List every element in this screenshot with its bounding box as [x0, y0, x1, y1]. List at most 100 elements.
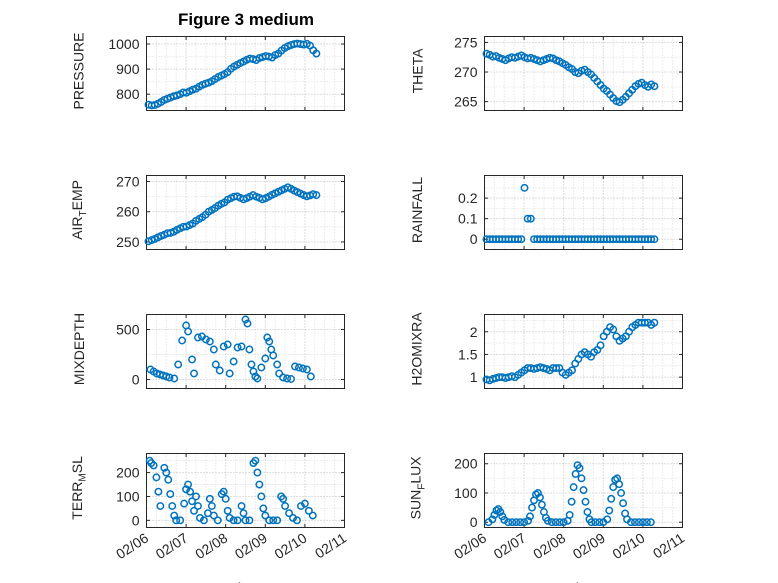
svg-text:02/08: 02/08 — [530, 529, 568, 562]
data-points — [144, 183, 321, 246]
y-tick-labels: 265 270 275 — [454, 34, 478, 109]
plots-column-left: PRESSURE 800 900 1000 AIRTEMP 250 260 270 MI… — [64, 32, 354, 583]
svg-text:2: 2 — [470, 324, 478, 340]
svg-text:02/07: 02/07 — [153, 529, 191, 562]
x-axis-label: Time — [567, 581, 600, 583]
y-axis-label-container: TERRMSL — [64, 451, 94, 525]
svg-text:0.1: 0.1 — [458, 211, 478, 227]
data-points — [145, 456, 317, 525]
y-axis-label-container: MIXDEPTH — [64, 312, 94, 386]
y-tick-labels: 0 100 200 — [454, 456, 478, 530]
svg-text:02/11: 02/11 — [312, 529, 349, 561]
data-points — [484, 461, 655, 527]
plots-grid: PRESSURE 800 900 1000 AIRTEMP 250 260 270 MI… — [64, 32, 690, 583]
svg-text:1.5: 1.5 — [458, 346, 478, 362]
axes-box — [484, 36, 683, 111]
plot-area: 800 900 1000 — [94, 34, 354, 121]
plot-canvas: 800 900 1000 — [108, 36, 345, 111]
svg-text:02/06: 02/06 — [113, 529, 151, 562]
y-axis-label-container: THETA — [402, 34, 432, 108]
data-points — [144, 39, 321, 110]
svg-text:100: 100 — [116, 488, 140, 504]
data-points — [482, 183, 659, 244]
svg-text:02/10: 02/10 — [609, 529, 647, 562]
y-tick-labels: 0 100 200 — [116, 465, 140, 529]
axes-box — [484, 314, 683, 389]
plot-area: 250 260 270 — [94, 173, 354, 260]
y-axis-label-container: AIRTEMP — [64, 173, 94, 247]
svg-text:275: 275 — [454, 34, 478, 50]
subplot-sun-flux: SUNFLUX 0 100 200 02/06 02/07 02/08 02/09 02/10… — [402, 451, 690, 583]
svg-text:02/08: 02/08 — [192, 529, 230, 562]
y-axis-label-container: SUNFLUX — [402, 451, 432, 525]
plot-area: 265 270 275 — [432, 34, 692, 121]
svg-text:800: 800 — [116, 86, 140, 102]
svg-text:270: 270 — [116, 174, 140, 190]
y-axis-label-container: RAINFALL — [402, 173, 432, 247]
svg-text:0.2: 0.2 — [458, 190, 478, 206]
svg-text:500: 500 — [116, 322, 140, 338]
y-tick-labels: 250 260 270 — [116, 174, 140, 250]
y-tick-labels: 800 900 1000 — [108, 36, 139, 102]
plot-canvas: 265 270 275 — [454, 34, 683, 111]
svg-text:200: 200 — [116, 465, 140, 481]
svg-text:900: 900 — [116, 61, 140, 77]
y-axis-label: TERRMSL — [69, 456, 89, 520]
axes-box — [484, 453, 683, 528]
svg-text:200: 200 — [454, 456, 478, 472]
subplot-h2omixra: H2OMIXRA 1 1.5 2 — [402, 312, 690, 399]
plot-canvas: 0 0.1 0.2 — [458, 175, 683, 250]
subplot-mixdepth: MIXDEPTH 0 500 — [64, 312, 352, 399]
minor-grid — [146, 36, 345, 111]
plot-area: 0 0.1 0.2 — [432, 173, 692, 260]
plot-canvas: 250 260 270 — [116, 174, 345, 250]
plot-canvas: 0 500 — [116, 314, 345, 389]
y-tick-labels: 0 0.1 0.2 — [458, 190, 478, 247]
svg-text:265: 265 — [454, 94, 478, 110]
svg-text:0: 0 — [132, 372, 140, 388]
y-axis-label: SUNFLUX — [407, 456, 427, 520]
data-points — [146, 315, 315, 383]
data-points — [482, 49, 659, 107]
svg-text:02/11: 02/11 — [650, 529, 687, 561]
svg-text:1: 1 — [470, 369, 478, 385]
data-points — [482, 318, 659, 385]
y-axis-label-container: PRESSURE — [64, 32, 94, 110]
subplot-theta: THETA 265 270 275 — [402, 34, 690, 121]
x-tick-labels: 02/06 02/07 02/08 02/09 02/10 02/11 — [451, 529, 687, 562]
svg-text:0: 0 — [470, 514, 478, 530]
subplot-pressure: PRESSURE 800 900 1000 — [64, 32, 354, 121]
plot-area: 0 500 — [94, 312, 354, 399]
axes-box — [146, 453, 345, 528]
major-grid — [484, 36, 683, 111]
axes-box — [146, 36, 345, 111]
subplot-rainfall: RAINFALL 0 0.1 0.2 — [402, 173, 690, 260]
subplot-terr-msl: TERRMSL 0 100 200 02/06 02/07 02/08 02/09 02/10… — [64, 451, 352, 583]
svg-text:02/09: 02/09 — [570, 529, 608, 562]
y-axis-label: MIXDEPTH — [71, 312, 87, 386]
plot-canvas: 11.52 — [458, 314, 683, 389]
svg-text:0: 0 — [132, 512, 140, 528]
axes-box — [146, 175, 345, 250]
x-axis-label: Time — [229, 581, 262, 583]
axes-box — [484, 175, 683, 250]
svg-text:1000: 1000 — [108, 36, 139, 52]
y-axis-label: PRESSURE — [71, 32, 87, 110]
svg-text:02/07: 02/07 — [491, 529, 529, 562]
y-axis-label: RAINFALL — [409, 176, 426, 244]
y-axis-label-container: H2OMIXRA — [402, 312, 432, 386]
y-tick-labels: 11.52 — [458, 324, 478, 385]
y-axis-label: H2OMIXRA — [409, 312, 425, 386]
svg-text:02/06: 02/06 — [451, 529, 489, 562]
svg-text:100: 100 — [454, 485, 478, 501]
svg-text:260: 260 — [116, 204, 140, 220]
figure-title: Figure 3 medium — [177, 10, 315, 29]
plots-column-right: THETA 265 270 275 RAINFALL 0 0.1 0.2 H2OMIXR… — [402, 34, 690, 583]
svg-text:0: 0 — [470, 231, 478, 247]
subplot-air-temp: AIRTEMP 250 260 270 — [64, 173, 352, 260]
